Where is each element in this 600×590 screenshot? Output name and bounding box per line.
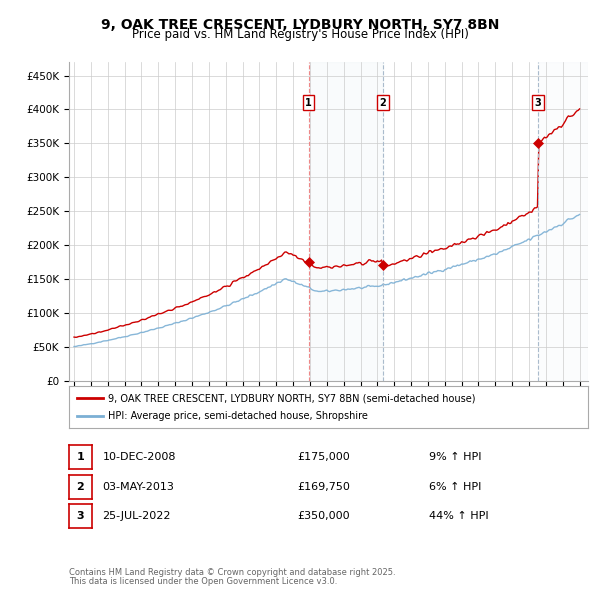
Text: 03-MAY-2013: 03-MAY-2013 <box>103 482 175 491</box>
Text: 2: 2 <box>380 97 386 107</box>
Bar <box>538 62 588 381</box>
Text: 3: 3 <box>535 97 542 107</box>
Text: £175,000: £175,000 <box>297 453 350 462</box>
Text: 9, OAK TREE CRESCENT, LYDBURY NORTH, SY7 8BN: 9, OAK TREE CRESCENT, LYDBURY NORTH, SY7… <box>101 18 499 32</box>
Text: 9% ↑ HPI: 9% ↑ HPI <box>429 453 482 462</box>
Text: 10-DEC-2008: 10-DEC-2008 <box>103 453 176 462</box>
Text: £169,750: £169,750 <box>297 482 350 491</box>
Text: 2: 2 <box>77 482 84 491</box>
Text: 6% ↑ HPI: 6% ↑ HPI <box>429 482 481 491</box>
Text: 9, OAK TREE CRESCENT, LYDBURY NORTH, SY7 8BN (semi-detached house): 9, OAK TREE CRESCENT, LYDBURY NORTH, SY7… <box>108 393 475 403</box>
Text: 25-JUL-2022: 25-JUL-2022 <box>103 512 171 521</box>
Text: £350,000: £350,000 <box>297 512 350 521</box>
Text: 1: 1 <box>77 453 84 462</box>
Text: Contains HM Land Registry data © Crown copyright and database right 2025.: Contains HM Land Registry data © Crown c… <box>69 568 395 577</box>
Text: Price paid vs. HM Land Registry's House Price Index (HPI): Price paid vs. HM Land Registry's House … <box>131 28 469 41</box>
Text: 1: 1 <box>305 97 312 107</box>
Bar <box>308 62 383 381</box>
Text: 3: 3 <box>77 512 84 521</box>
Text: 44% ↑ HPI: 44% ↑ HPI <box>429 512 488 521</box>
Text: HPI: Average price, semi-detached house, Shropshire: HPI: Average price, semi-detached house,… <box>108 411 368 421</box>
Text: This data is licensed under the Open Government Licence v3.0.: This data is licensed under the Open Gov… <box>69 578 337 586</box>
